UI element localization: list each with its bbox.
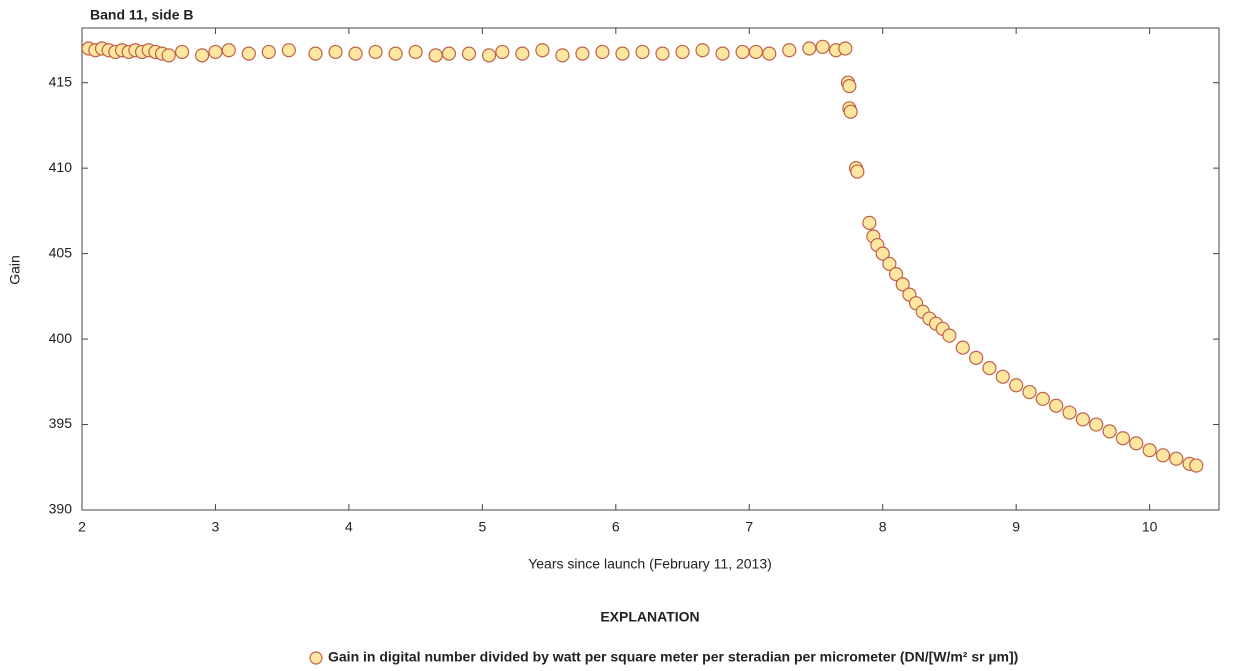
data-point (595, 44, 610, 60)
x-tick-label: 3 (212, 519, 220, 535)
data-point (261, 44, 276, 60)
data-point (955, 340, 970, 355)
y-tick-label: 410 (49, 159, 73, 175)
data-point (942, 328, 957, 343)
data-point (388, 46, 403, 61)
data-point (1102, 424, 1117, 439)
plot-frame (81, 27, 1220, 511)
data-point (882, 256, 897, 271)
data-point (1009, 378, 1024, 393)
data-point (615, 46, 630, 61)
data-point (838, 41, 853, 56)
data-point (281, 43, 296, 58)
data-point (1169, 451, 1184, 466)
data-point (782, 43, 797, 58)
y-axis-label: Gain (7, 255, 23, 285)
data-point (555, 48, 570, 63)
data-point (675, 44, 690, 60)
data-point (408, 44, 423, 60)
data-point (1075, 412, 1090, 427)
data-point (495, 44, 510, 60)
data-point (888, 267, 904, 282)
data-point (969, 350, 984, 365)
data-point (815, 39, 830, 54)
data-point (535, 43, 550, 58)
legend-marker (309, 651, 323, 665)
x-tick-label: 6 (612, 519, 620, 535)
y-tick-label: 415 (49, 73, 73, 89)
data-point (842, 79, 857, 94)
data-point (862, 215, 877, 230)
data-point (1022, 384, 1037, 400)
data-point (843, 104, 858, 119)
data-point (195, 48, 210, 63)
data-point (1155, 448, 1171, 463)
data-point (368, 44, 383, 60)
data-point (1062, 405, 1077, 420)
data-point (762, 46, 777, 61)
x-tick-label: 8 (879, 519, 887, 535)
y-tick-label: 400 (49, 330, 73, 346)
x-tick-label: 2 (78, 519, 86, 535)
data-point (748, 44, 764, 60)
y-tick-label: 395 (49, 415, 73, 431)
data-point (308, 46, 323, 61)
data-point (221, 43, 236, 58)
data-point (328, 44, 343, 60)
x-tick-label: 7 (745, 519, 753, 535)
data-point (875, 246, 890, 261)
data-point (348, 46, 363, 61)
data-point (802, 41, 817, 56)
legend-title: EXPLANATION (600, 609, 699, 625)
data-point (995, 369, 1010, 384)
x-tick-label: 10 (1142, 519, 1158, 535)
data-point (1129, 436, 1144, 451)
data-point (461, 46, 477, 61)
y-tick-label: 390 (49, 501, 73, 517)
data-point (635, 44, 650, 60)
data-point (715, 46, 730, 61)
data-point (161, 48, 176, 63)
x-tick-label: 5 (478, 519, 486, 535)
legend-label: Gain in digital number divided by watt p… (328, 649, 1018, 665)
data-point (735, 44, 750, 60)
data-point (481, 48, 497, 63)
data-point (695, 43, 710, 58)
data-point (208, 44, 223, 60)
chart-title: Band 11, side B (90, 7, 193, 23)
data-point (1049, 398, 1064, 413)
data-point (1142, 443, 1157, 458)
data-point (850, 164, 865, 179)
data-point (1035, 391, 1050, 407)
data-point (895, 277, 910, 292)
data-point (515, 46, 530, 61)
data-point (174, 44, 190, 60)
data-point (428, 48, 443, 63)
data-point (441, 46, 457, 61)
data-point (1089, 417, 1104, 432)
x-tick-label: 4 (345, 519, 353, 535)
data-point (241, 46, 256, 61)
y-tick-label: 405 (49, 244, 73, 260)
x-axis-label: Years since launch (February 11, 2013) (528, 556, 772, 572)
data-point (575, 46, 590, 61)
x-tick-label: 9 (1012, 519, 1020, 535)
data-point (1189, 458, 1204, 473)
data-point (1115, 431, 1131, 446)
data-point (982, 361, 997, 376)
data-point (655, 46, 670, 61)
